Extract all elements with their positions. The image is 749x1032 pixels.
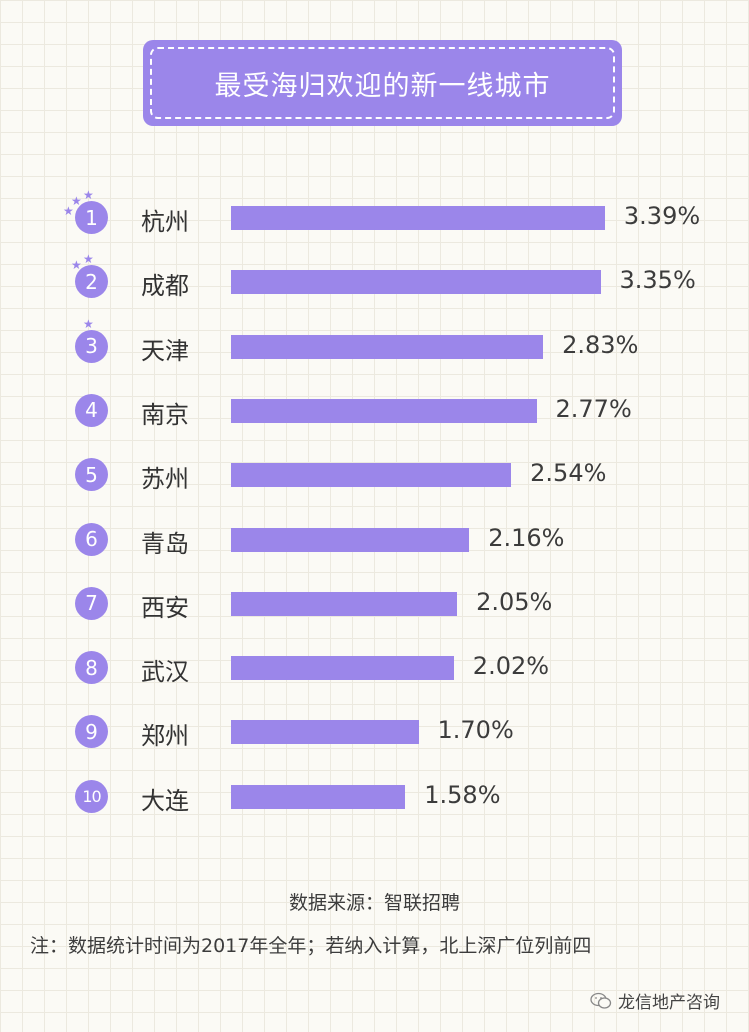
rank-badge: 9 bbox=[75, 715, 108, 749]
bar bbox=[231, 527, 470, 552]
star-icon: ★ bbox=[83, 316, 94, 331]
category-label: 大连 bbox=[141, 786, 189, 815]
bar bbox=[231, 656, 454, 681]
chart-row: 10 大连 1.58% bbox=[0, 749, 749, 815]
star-icon: ★ bbox=[83, 252, 94, 267]
value-label: 3.35% bbox=[619, 266, 696, 295]
chart-row: 2 ★ ★ 成都 3.35% bbox=[0, 234, 749, 301]
value-label: 2.16% bbox=[488, 523, 565, 552]
rank-badge: 5 bbox=[75, 458, 108, 492]
star-icon: ★ bbox=[83, 188, 94, 202]
rank-badge: 8 bbox=[75, 651, 108, 685]
value-label: 3.39% bbox=[623, 202, 701, 230]
page-title: 最受海归欢迎的新一线城市 bbox=[214, 70, 551, 102]
value-label: 1.70% bbox=[437, 716, 514, 745]
chart-row: 3 ★ 天津 2.83% bbox=[0, 299, 749, 365]
bar bbox=[231, 720, 419, 745]
category-label: 天津 bbox=[141, 336, 189, 365]
chart-row: 8 武汉 2.02% bbox=[0, 620, 749, 687]
chart-row: 5 苏州 2.54% bbox=[0, 427, 749, 494]
watermark-text: 龙信地产咨询 bbox=[618, 993, 720, 1013]
bar bbox=[231, 463, 512, 488]
bar bbox=[231, 270, 601, 295]
bar bbox=[231, 591, 458, 616]
rank-badge: 2 bbox=[75, 265, 108, 299]
data-source: 数据来源：智联招聘 bbox=[288, 892, 460, 914]
rank-badge: 6 bbox=[75, 522, 108, 556]
value-label: 2.02% bbox=[472, 652, 550, 681]
footnote: 注：数据统计时间为2017年全年；若纳入计算，北上深广位列前四 bbox=[30, 935, 592, 957]
value-label: 2.77% bbox=[555, 394, 632, 423]
category-label: 南京 bbox=[141, 400, 189, 429]
bar bbox=[231, 784, 406, 809]
bar bbox=[231, 334, 544, 359]
rank-badge: 4 bbox=[75, 393, 108, 427]
rank-badge: 7 bbox=[75, 586, 108, 620]
value-label: 2.83% bbox=[562, 330, 639, 359]
category-label: 杭州 bbox=[141, 208, 189, 236]
category-label: 成都 bbox=[141, 272, 189, 301]
star-icon: ★ bbox=[71, 258, 82, 273]
star-icon: ★ bbox=[71, 194, 82, 208]
category-label: 西安 bbox=[141, 593, 189, 622]
watermark: 龙信地产咨询 bbox=[590, 988, 720, 1013]
rank-badge: 1 bbox=[75, 201, 108, 234]
title-banner: 最受海归欢迎的新一线城市 bbox=[143, 40, 622, 126]
title-dashed-frame: 最受海归欢迎的新一线城市 bbox=[150, 47, 615, 119]
star-icon: ★ bbox=[63, 204, 74, 218]
category-label: 青岛 bbox=[141, 529, 189, 558]
value-label: 2.54% bbox=[530, 459, 607, 488]
bar bbox=[231, 398, 537, 423]
chart-row: 9 郑州 1.70% bbox=[0, 684, 749, 751]
rank-badge: 10 bbox=[75, 779, 108, 813]
category-label: 郑州 bbox=[141, 722, 189, 751]
chart-row: 7 西安 2.05% bbox=[0, 556, 749, 622]
value-label: 1.58% bbox=[424, 780, 501, 809]
bar bbox=[231, 206, 605, 230]
wechat-icon bbox=[590, 992, 612, 1009]
chart-row: 6 青岛 2.16% bbox=[0, 492, 749, 558]
value-label: 2.05% bbox=[476, 587, 553, 616]
chart-row: 1 ★ ★ ★ 杭州 3.39% bbox=[0, 170, 749, 236]
chart-row: 4 南京 2.77% bbox=[0, 363, 749, 429]
category-label: 武汉 bbox=[141, 658, 189, 687]
rank-badge: 3 bbox=[75, 329, 108, 363]
category-label: 苏州 bbox=[141, 465, 189, 494]
